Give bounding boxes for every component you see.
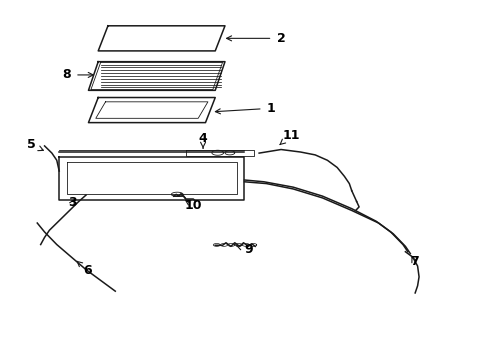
Text: 1: 1 — [215, 102, 275, 115]
Text: 9: 9 — [236, 243, 252, 256]
Text: 7: 7 — [409, 255, 418, 268]
Text: 10: 10 — [184, 199, 202, 212]
Text: 2: 2 — [226, 32, 285, 45]
Text: 4: 4 — [198, 132, 207, 148]
Text: 8: 8 — [62, 68, 93, 81]
Text: 5: 5 — [26, 138, 43, 151]
Text: 11: 11 — [279, 129, 299, 145]
Text: 6: 6 — [77, 261, 92, 277]
Text: 3: 3 — [68, 196, 77, 209]
